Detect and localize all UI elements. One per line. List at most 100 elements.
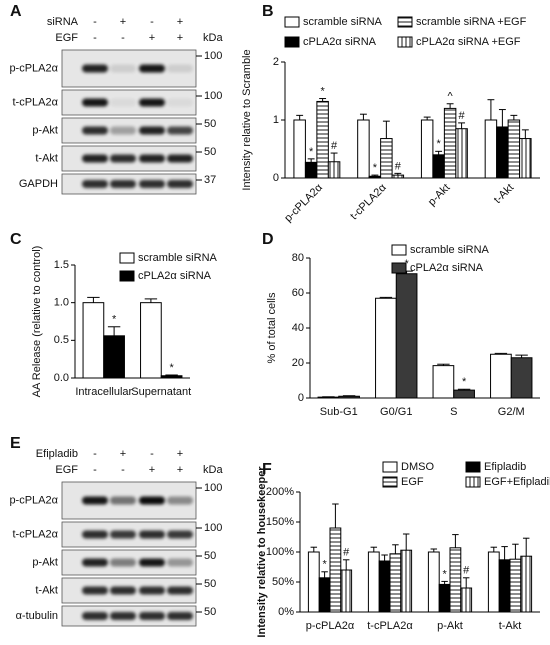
blot-band [167,530,193,539]
bar [496,126,509,179]
significance-mark: * [373,162,378,174]
y-tick-label: 1.0 [54,297,69,309]
blot-band [110,154,136,163]
bar [427,551,440,613]
bar [460,587,473,613]
panel-letter: D [262,231,274,248]
x-tick-label: Supernatant [131,386,191,398]
bar [368,175,382,179]
condition-sign: - [121,464,125,476]
condition-sign: - [93,448,97,460]
bar [378,560,391,613]
marker-label: 100 [204,482,222,494]
x-tick-label: p-cPLA2α [306,620,355,632]
significance-mark: # [395,160,402,172]
y-tick-label: 2 [273,56,279,68]
blot-band [82,180,108,188]
blot-band [167,154,193,163]
condition-sign: + [149,32,155,44]
blot-band [82,558,108,567]
panel-letter: B [262,3,274,20]
bar [375,297,397,399]
blot-band [110,496,136,505]
legend-swatch [391,244,407,256]
significance-mark: * [169,362,174,374]
bar [82,302,105,379]
legend-swatch [119,270,135,282]
legend-label: cPLA2α siRNA [303,36,377,48]
significance-mark: ^ [448,91,454,103]
y-tick-label: 0.5 [54,334,69,346]
y-axis-label: AA Release (relative to control) [31,246,43,398]
x-tick-label: Sub-G1 [320,406,358,418]
bar [329,527,342,613]
blot-row-label: p-Akt [32,556,58,568]
legend-label: DMSO [401,461,434,473]
y-tick-label: 40 [292,322,304,334]
significance-mark: * [309,146,314,158]
blot-row-label: α-tubulin [16,610,58,622]
blot-row-label: p-cPLA2α [9,62,58,74]
x-tick-label: S [450,406,457,418]
blot-band [110,64,136,73]
blot-band [139,64,165,73]
bar [304,161,318,179]
bar [140,302,162,379]
blot-band [167,64,193,73]
significance-mark: * [404,258,409,270]
condition-label: Efipladib [36,448,78,460]
condition-sign: - [121,32,125,44]
bar [519,138,532,179]
condition-sign: + [120,16,126,28]
blot-band [82,98,108,107]
x-tick-label: t-cPLA2α [367,620,413,632]
blot-band [82,530,108,539]
blot-row-label: p-Akt [32,124,58,136]
blot-band [82,612,108,620]
bar [293,119,306,179]
blot-row-label: p-cPLA2α [9,494,58,506]
blot-band [82,496,108,505]
marker-label: 50 [204,118,216,130]
blot-band [139,558,165,567]
bar [338,395,360,399]
condition-sign: + [177,16,183,28]
significance-mark: # [331,140,338,152]
panel-letter: C [10,231,22,248]
bar [400,549,413,613]
y-tick-label: 20 [292,357,304,369]
y-tick-label: 150% [266,516,294,528]
x-tick-label: p-Akt [426,182,453,209]
panel-letter: E [10,435,21,452]
blot-band [167,612,193,620]
blot-band [82,64,108,73]
y-tick-label: 80 [292,252,304,264]
bar [490,353,512,399]
y-tick-label: 0 [273,172,279,184]
marker-label: 50 [204,550,216,562]
blot-band [167,558,193,567]
blot-band [139,180,165,188]
y-tick-label: 200% [266,486,294,498]
bar [395,273,418,399]
bar [389,553,402,613]
y-axis-label: % of total cells [266,292,278,363]
blot-row-label: t-Akt [35,584,58,596]
y-tick-label: 0 [298,392,304,404]
legend-swatch [284,16,300,28]
marker-label: 100 [204,522,222,534]
blot-band [110,126,136,135]
condition-sign: - [150,16,154,28]
blot-band [139,586,165,595]
blot-row-label: t-cPLA2α [13,96,59,108]
blot-band [110,180,136,188]
legend-swatch [119,252,135,264]
bar [449,547,462,613]
bar [487,551,500,613]
condition-sign: - [93,16,97,28]
marker-label: 50 [204,578,216,590]
legend-label: scramble siRNA [138,252,218,264]
condition-sign: - [93,32,97,44]
bar [316,100,329,179]
